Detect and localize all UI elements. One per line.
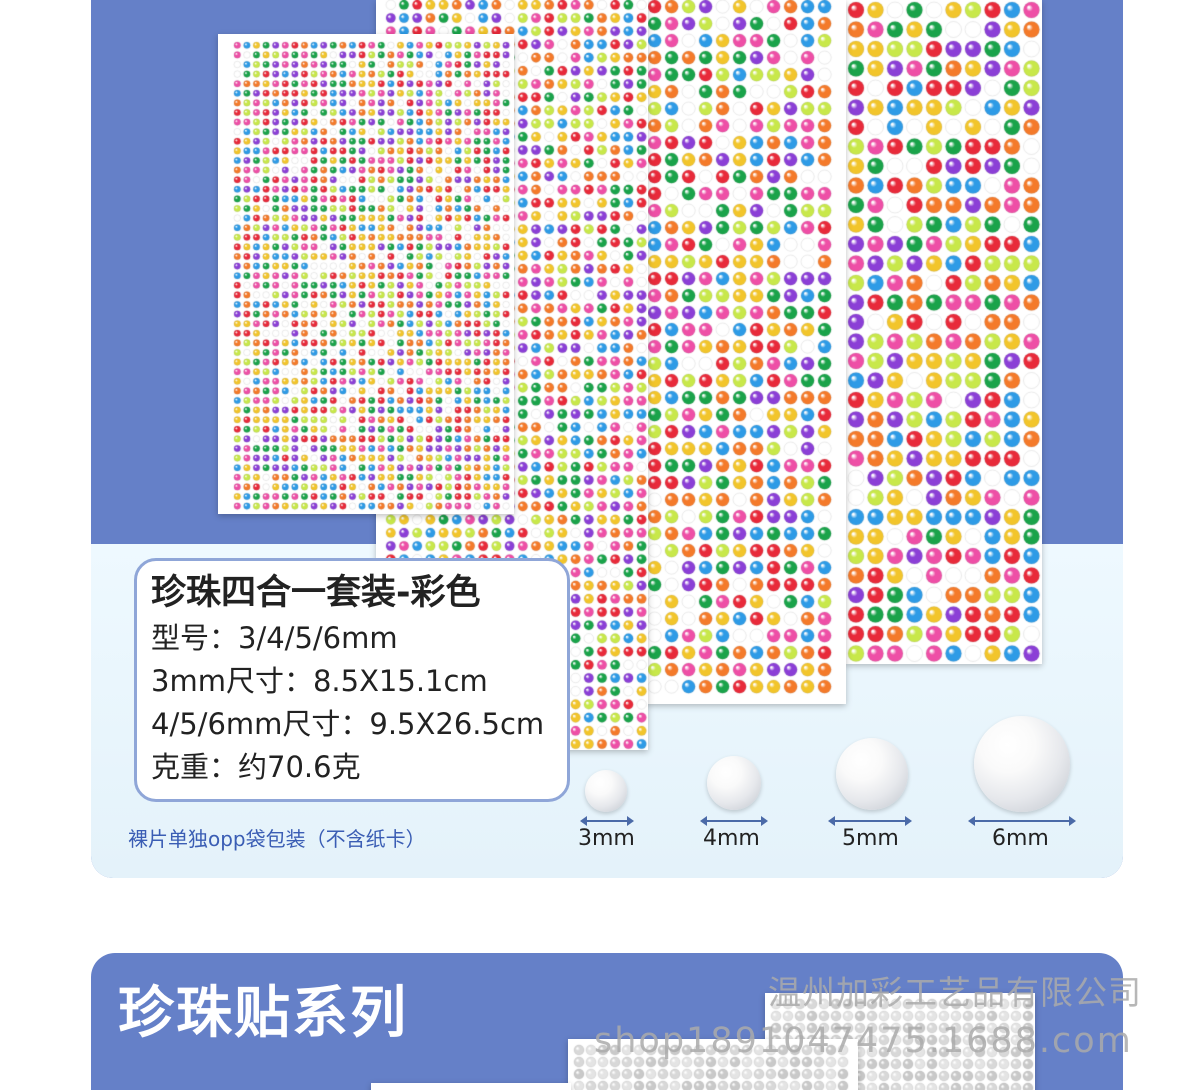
size-arrow-3mm bbox=[580, 816, 634, 826]
watermark-shop-url: shop1891047475.1688.com bbox=[594, 1021, 1133, 1061]
size-label-4mm: 4mm bbox=[703, 826, 760, 851]
weight-spec: 克重：约70.6克 bbox=[151, 750, 361, 784]
size-label-5mm: 5mm bbox=[842, 826, 899, 851]
pearl-sample-6mm bbox=[974, 716, 1070, 812]
watermark-company: 温州加彩工艺品有限公司 bbox=[768, 973, 1142, 1012]
series-banner bbox=[91, 953, 1123, 1090]
pearl-sheet-3mm bbox=[218, 34, 514, 514]
silver-pearl-sheet-edge bbox=[371, 1083, 571, 1090]
size-456mm-spec: 4/5/6mm尺寸：9.5X26.5cm bbox=[151, 707, 545, 741]
series-title: 珍珠贴系列 bbox=[118, 981, 408, 1046]
size-arrow-5mm bbox=[828, 816, 912, 826]
silver-pearl-sheet-front bbox=[568, 1039, 858, 1090]
size-label-6mm: 6mm bbox=[992, 826, 1049, 851]
size-label-3mm: 3mm bbox=[578, 826, 635, 851]
pearl-sheet-6mm bbox=[846, 0, 1042, 664]
size-arrow-4mm bbox=[700, 816, 768, 826]
size-3mm-spec: 3mm尺寸：8.5X15.1cm bbox=[151, 664, 488, 698]
size-arrow-6mm bbox=[968, 816, 1076, 826]
pearl-sample-5mm bbox=[836, 738, 908, 810]
pearl-sheet-5mm bbox=[646, 0, 846, 704]
pearl-sample-3mm bbox=[585, 770, 627, 812]
product-title: 珍珠四合一套装-彩色 bbox=[151, 573, 481, 613]
model-spec: 型号：3/4/5/6mm bbox=[151, 621, 398, 655]
pearl-sample-4mm bbox=[707, 756, 761, 810]
product-info-card: 珍珠四合一套装-彩色 型号：3/4/5/6mm 3mm尺寸：8.5X15.1cm… bbox=[134, 558, 570, 802]
packaging-note: 裸片单独opp袋包装（不含纸卡） bbox=[128, 827, 426, 851]
